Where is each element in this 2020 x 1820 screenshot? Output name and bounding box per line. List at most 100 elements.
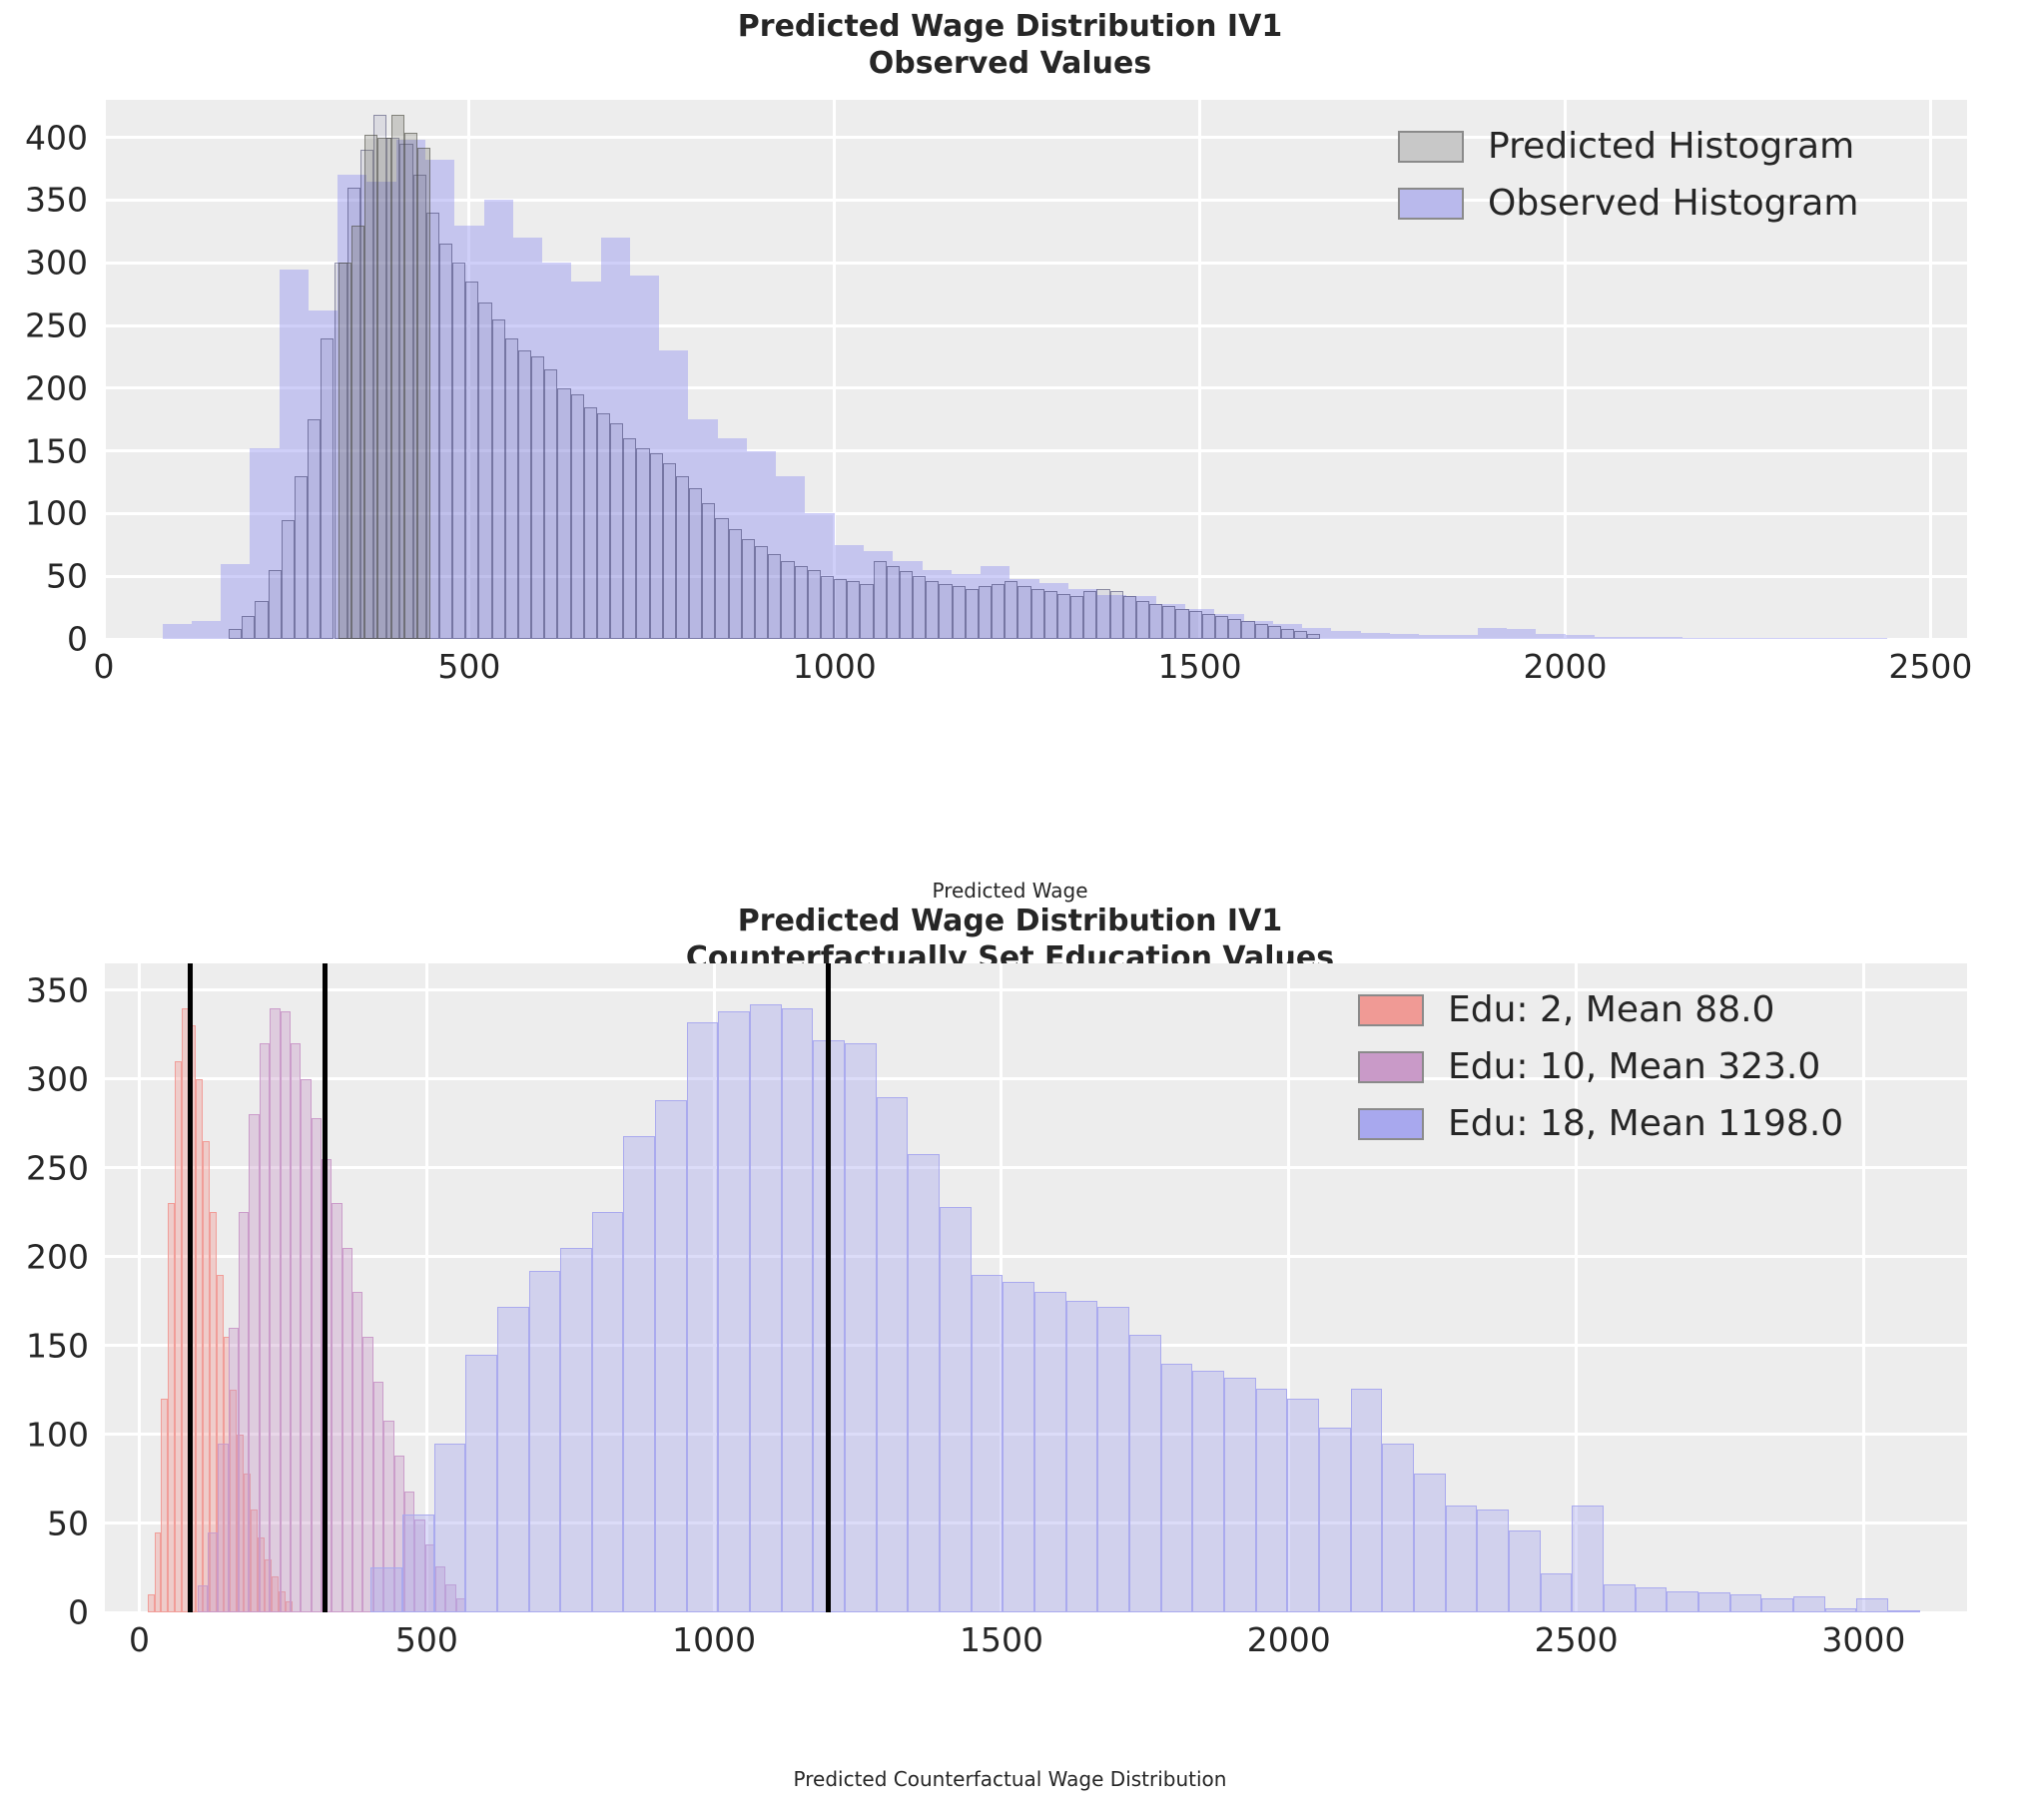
histogram-bar (1135, 601, 1150, 639)
histogram-bar (1096, 588, 1110, 639)
histogram-bar (351, 225, 365, 639)
histogram-bar (308, 309, 338, 639)
histogram-bar (1508, 1530, 1541, 1612)
histogram-bar (893, 561, 923, 639)
gridline-vertical (1928, 100, 1932, 639)
histogram-bar (1030, 588, 1044, 639)
histogram-bar (781, 1007, 814, 1612)
histogram-bar (352, 1292, 363, 1612)
y-tick-label: 350 (26, 970, 89, 1010)
legend-item[interactable]: Edu: 10, Mean 323.0 (1358, 1038, 1843, 1095)
histogram-bar (1445, 1506, 1478, 1612)
histogram-bar (1419, 635, 1449, 639)
x-tick-label: 2000 (1523, 647, 1608, 686)
histogram-bar (768, 553, 782, 639)
histogram-bar (860, 583, 874, 639)
histogram-bar (191, 621, 222, 639)
gridline-horizontal (105, 1521, 1967, 1525)
histogram-bar (1175, 608, 1189, 639)
histogram-bar (649, 453, 663, 639)
histogram-bar (280, 1011, 291, 1612)
histogram-bar (1798, 637, 1828, 639)
histogram-bar (517, 350, 532, 639)
x-tick-label: 3000 (1821, 1620, 1906, 1659)
histogram-bar (228, 1328, 240, 1612)
x-tick-label: 1000 (672, 1620, 757, 1659)
bottom-plot-area (105, 963, 1967, 1612)
histogram-bar (899, 571, 914, 639)
histogram-bar (1624, 636, 1654, 639)
legend-item[interactable]: Edu: 18, Mean 1198.0 (1358, 1095, 1843, 1152)
histogram-bar (1067, 588, 1098, 639)
histogram-bar (1477, 1509, 1509, 1612)
legend-item[interactable]: Observed Histogram (1398, 175, 1858, 232)
histogram-bar (805, 513, 835, 639)
histogram-bar (370, 1567, 402, 1612)
x-tick-label: 1500 (1157, 647, 1242, 686)
histogram-bar (1710, 637, 1741, 639)
histogram-bar (377, 137, 391, 639)
legend-item[interactable]: Predicted Histogram (1398, 118, 1858, 175)
gridline-vertical (424, 963, 428, 1612)
histogram-bar (1122, 596, 1136, 639)
gridline-vertical (833, 100, 837, 639)
histogram-bar (1126, 596, 1156, 639)
histogram-bar (478, 303, 492, 639)
histogram-bar (908, 1153, 941, 1612)
x-tick-label: 1000 (792, 647, 877, 686)
histogram-bar (718, 1011, 751, 1612)
histogram-bar (311, 1117, 322, 1612)
histogram-bar (1097, 595, 1127, 639)
gridline-horizontal (105, 1077, 1967, 1081)
histogram-bar (675, 475, 690, 639)
histogram-bar (218, 1443, 229, 1612)
gridline-horizontal (104, 136, 1967, 140)
histogram-bar (1653, 636, 1683, 639)
histogram-bar (557, 387, 571, 639)
histogram-bar (438, 244, 453, 639)
mean-line (825, 963, 831, 1612)
y-tick-label: 0 (68, 1592, 89, 1632)
histogram-bar (978, 586, 993, 639)
top-panel: Predicted Wage Distribution IV1 Observed… (0, 0, 2020, 903)
histogram-bar (755, 546, 769, 639)
histogram-bar (341, 1247, 353, 1612)
gridline-vertical (712, 963, 716, 1612)
histogram-bar (1056, 593, 1071, 639)
histogram-bar (197, 1585, 209, 1612)
histogram-bar (1129, 1335, 1161, 1612)
histogram-bar (741, 538, 755, 639)
histogram-bar (1856, 1597, 1888, 1612)
histogram-bar (294, 475, 309, 639)
legend-item[interactable]: Edu: 2, Mean 88.0 (1358, 981, 1843, 1038)
legend-label: Edu: 18, Mean 1198.0 (1448, 1102, 1844, 1144)
histogram-bar (337, 263, 352, 639)
histogram-bar (1272, 623, 1303, 639)
histogram-bar (1201, 613, 1215, 639)
histogram-bar (610, 423, 624, 639)
histogram-bar (1769, 637, 1799, 639)
legend-label: Edu: 2, Mean 88.0 (1448, 988, 1775, 1030)
histogram-bar (794, 566, 808, 639)
y-tick-label: 200 (25, 368, 88, 408)
histogram-bar (702, 503, 716, 639)
histogram-bar (1536, 633, 1566, 639)
histogram-bar (629, 275, 660, 639)
histogram-bar (1389, 633, 1420, 639)
x-tick-label: 1500 (959, 1620, 1043, 1659)
histogram-bar (395, 140, 425, 639)
histogram-bar (208, 1531, 219, 1612)
gridline-vertical (1000, 963, 1004, 1612)
histogram-bar (689, 488, 703, 639)
histogram-bar (1635, 1587, 1668, 1612)
histogram-bar (290, 1043, 302, 1612)
histogram-bar (416, 147, 431, 639)
y-tick-label: 0 (67, 619, 88, 659)
histogram-bar (308, 419, 322, 639)
histogram-bar (965, 588, 979, 639)
histogram-bar (1280, 628, 1295, 639)
histogram-bar (926, 581, 940, 639)
histogram-bar (820, 576, 835, 639)
histogram-bar (147, 1594, 155, 1612)
histogram-bar (504, 337, 518, 639)
